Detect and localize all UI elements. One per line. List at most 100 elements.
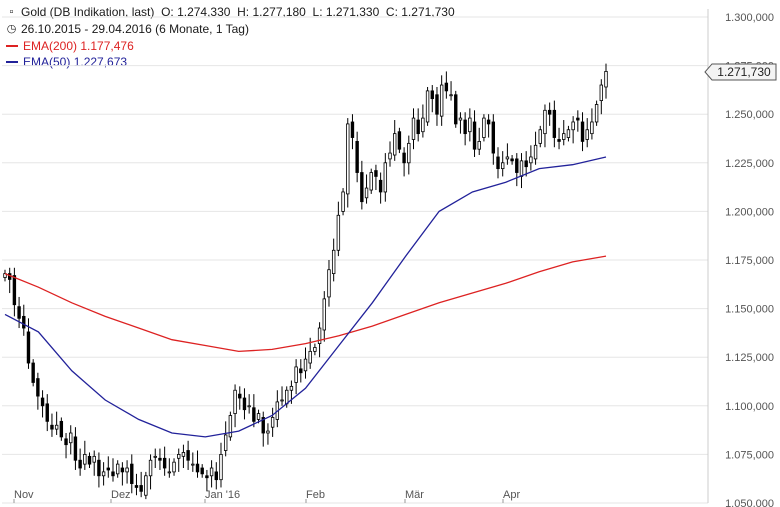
candle-body xyxy=(31,362,35,383)
candle-body xyxy=(585,129,589,140)
candle-body xyxy=(148,459,153,477)
candle-body xyxy=(299,368,303,374)
candle-body xyxy=(435,94,439,115)
candle-body xyxy=(439,84,444,117)
candle-body xyxy=(111,471,115,477)
candle-body xyxy=(233,389,237,414)
instrument-name: Gold (DB Indikation, last) xyxy=(21,4,155,19)
candle-body xyxy=(599,84,604,101)
y-tick-label: 1.250,000 xyxy=(725,109,774,121)
open-value: O: 1.274,330 xyxy=(161,4,231,19)
candle-body xyxy=(78,459,82,469)
candle-body xyxy=(54,424,59,430)
candle-body xyxy=(294,366,298,383)
candle-body xyxy=(101,471,106,477)
candle-body xyxy=(444,82,449,92)
candle-body xyxy=(59,420,64,438)
candle-body xyxy=(12,275,17,306)
candle-body xyxy=(45,403,49,422)
candle-body xyxy=(576,117,580,121)
candle-body xyxy=(355,141,359,173)
candle-body xyxy=(17,306,21,319)
grid xyxy=(2,16,708,504)
candle-body xyxy=(571,121,575,131)
candle-body xyxy=(524,160,528,168)
candle-body xyxy=(270,417,275,428)
candle-body xyxy=(510,158,514,162)
candle-body xyxy=(303,358,308,372)
period-label: 26.10.2015 - 29.04.2016 (6 Monate, 1 Tag… xyxy=(21,21,249,36)
y-axis: 1.050,000 1.075,000 1.100,000 1.125,000 1.15… xyxy=(707,9,774,507)
candle-body xyxy=(407,142,411,164)
candle-body xyxy=(125,467,129,473)
candle-body xyxy=(501,162,505,170)
candle-body xyxy=(346,123,350,195)
candle-body xyxy=(172,461,176,473)
candle-body xyxy=(482,117,486,138)
candle-body xyxy=(40,397,45,407)
x-tick-label: Dez xyxy=(111,489,131,501)
candle-body xyxy=(397,131,402,150)
ema50-line xyxy=(4,156,607,438)
candle-body xyxy=(425,90,430,123)
candle-body xyxy=(411,117,416,140)
candle-body xyxy=(322,298,326,331)
candle-body xyxy=(486,119,491,125)
candle-body xyxy=(308,350,312,364)
x-axis: Nov Dez Jan '16 Feb Mär Apr xyxy=(13,489,520,503)
candle-body xyxy=(214,471,218,481)
candle-body xyxy=(317,327,322,344)
candle-body xyxy=(22,315,26,329)
candle-body xyxy=(402,152,406,164)
candle-body xyxy=(364,187,369,199)
candle-body xyxy=(73,436,78,461)
candle-body xyxy=(228,415,233,438)
candle-body xyxy=(458,117,463,121)
candle-body xyxy=(50,424,54,430)
candle-body xyxy=(388,152,392,160)
candle-body xyxy=(134,485,139,488)
chart-header: ▫ Gold (DB Indikation, last) O: 1.274,330… xyxy=(6,4,455,19)
candle-body xyxy=(69,432,73,444)
y-tick-label: 1.200,000 xyxy=(725,206,774,218)
low-value: L: 1.271,330 xyxy=(312,4,380,19)
last-value-box xyxy=(704,63,777,81)
candle-body xyxy=(92,455,96,463)
candle-body xyxy=(505,156,510,160)
y-tick-label: 1.075,000 xyxy=(725,449,774,461)
candle-body xyxy=(242,397,247,411)
candle-body xyxy=(562,133,566,140)
candle-body xyxy=(538,129,542,144)
candle-body xyxy=(266,430,270,434)
candle-body xyxy=(252,407,256,422)
candle-body xyxy=(191,463,195,466)
legend-ema200[interactable]: EMA(200) 1.177,476 xyxy=(6,38,134,53)
candle-body xyxy=(533,144,538,160)
candle-body xyxy=(491,121,496,154)
candle-body xyxy=(181,452,186,457)
candle-body xyxy=(378,179,383,193)
ema200-swatch xyxy=(6,44,18,47)
candle-body xyxy=(195,463,200,473)
candle-body xyxy=(97,459,101,477)
candle-body xyxy=(543,109,547,135)
y-tick-label: 1.300,000 xyxy=(725,12,774,24)
candle-body xyxy=(350,121,355,138)
candle-body xyxy=(515,158,519,173)
x-tick-label: Mär xyxy=(405,489,424,501)
candle-body xyxy=(519,160,524,177)
y-tick-label: 1.225,000 xyxy=(725,158,774,170)
candle-body xyxy=(449,94,453,97)
candle-body xyxy=(590,121,594,135)
candle-body xyxy=(557,139,561,142)
candle-body xyxy=(158,457,162,461)
candle-body xyxy=(383,162,388,193)
ema200-value: 1.177,476 xyxy=(80,38,134,53)
candle-body xyxy=(186,450,190,461)
candle-body xyxy=(580,121,585,142)
ema200-line xyxy=(4,255,607,353)
candle-body xyxy=(331,249,336,275)
candle-body xyxy=(430,90,434,100)
candle-body xyxy=(205,475,209,479)
